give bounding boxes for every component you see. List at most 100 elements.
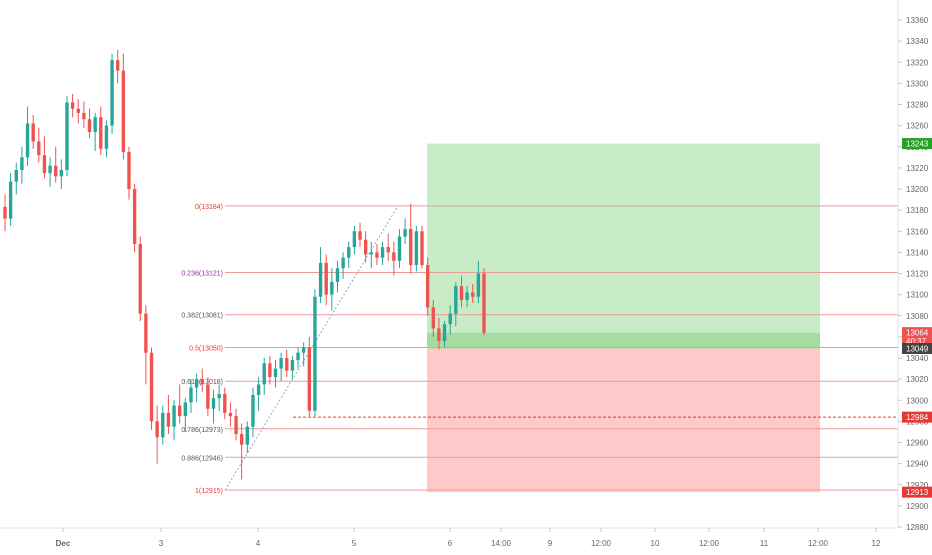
candle-bearish[interactable] — [268, 355, 272, 385]
candle-bearish[interactable] — [324, 254, 328, 306]
stop-zone[interactable] — [427, 348, 820, 493]
candle-bullish[interactable] — [256, 377, 261, 411]
candle-bullish[interactable] — [14, 162, 18, 195]
candle-bearish[interactable] — [392, 241, 396, 276]
candle-bullish[interactable] — [183, 398, 188, 432]
candle-bullish[interactable] — [48, 157, 52, 187]
candle-bearish[interactable] — [138, 236, 142, 322]
candle-bearish[interactable] — [228, 402, 233, 427]
candle-bearish[interactable] — [431, 299, 435, 337]
candle-bearish[interactable] — [149, 347, 154, 430]
candle-bullish[interactable] — [104, 120, 109, 158]
candle-bullish[interactable] — [262, 358, 266, 395]
candle-bearish[interactable] — [358, 222, 362, 248]
candle-bearish[interactable] — [239, 423, 244, 480]
candle-bullish[interactable] — [93, 112, 97, 151]
candle-bullish[interactable] — [313, 289, 317, 417]
candle-bearish[interactable] — [206, 377, 210, 417]
candle-bullish[interactable] — [8, 173, 13, 226]
candle-body — [31, 123, 35, 142]
candle-bullish[interactable] — [347, 241, 351, 269]
candle-bearish[interactable] — [223, 387, 227, 420]
candle-bullish[interactable] — [65, 96, 69, 177]
price-tick-label: 13140 — [906, 248, 929, 257]
candle-bullish[interactable] — [414, 225, 419, 272]
candle-bullish[interactable] — [245, 421, 250, 454]
candle-bullish[interactable] — [296, 347, 300, 369]
candle-bullish[interactable] — [397, 229, 402, 269]
candle-bullish[interactable] — [211, 389, 216, 424]
candle-bullish[interactable] — [454, 281, 458, 327]
candle-bullish[interactable] — [330, 268, 334, 311]
candle-bearish[interactable] — [54, 146, 58, 183]
candle-bullish[interactable] — [110, 53, 114, 135]
price-badge-target — [902, 138, 932, 150]
candle-body — [82, 112, 86, 120]
candle-bearish[interactable] — [178, 384, 182, 424]
candle-bearish[interactable] — [76, 99, 80, 124]
candle-bearish[interactable] — [307, 336, 311, 417]
candle-bullish[interactable] — [217, 384, 221, 411]
candle-bullish[interactable] — [448, 305, 452, 335]
candle-bullish[interactable] — [189, 379, 193, 413]
candle-bearish[interactable] — [234, 408, 238, 441]
candle-bearish[interactable] — [132, 183, 137, 253]
candle-bullish[interactable] — [476, 260, 481, 304]
candle-bearish[interactable] — [425, 257, 430, 316]
candle-bearish[interactable] — [82, 101, 86, 128]
candle-bearish[interactable] — [471, 284, 475, 304]
candle-bullish[interactable] — [380, 241, 385, 266]
price-tick-label: 12900 — [906, 502, 929, 511]
candle-bullish[interactable] — [273, 360, 278, 388]
candle-bullish[interactable] — [20, 146, 24, 184]
candle-bullish[interactable] — [465, 286, 469, 308]
candle-bullish[interactable] — [161, 405, 165, 445]
candle-bearish[interactable] — [482, 268, 486, 335]
candle-bullish[interactable] — [172, 400, 176, 441]
candle-bullish[interactable] — [318, 247, 323, 304]
candle-bullish[interactable] — [279, 352, 283, 382]
candle-bearish[interactable] — [87, 108, 92, 139]
candle-bullish[interactable] — [442, 321, 447, 348]
candle-bearish[interactable] — [285, 349, 289, 378]
candle-bearish[interactable] — [121, 53, 126, 160]
candle-body — [217, 393, 221, 399]
candle-bearish[interactable] — [375, 243, 379, 266]
candle-bearish[interactable] — [409, 203, 413, 274]
candle-bullish[interactable] — [352, 225, 357, 255]
candle-bearish[interactable] — [459, 275, 464, 308]
candle-bearish[interactable] — [363, 231, 368, 263]
candle-bearish[interactable] — [155, 405, 159, 464]
candle-bullish[interactable] — [59, 159, 64, 189]
candle-bearish[interactable] — [70, 93, 75, 118]
candle-bullish[interactable] — [341, 252, 345, 279]
price-tick-label: 12960 — [906, 439, 929, 448]
candle-bullish[interactable] — [251, 387, 255, 438]
fib-level-label: 0.786(12973) — [181, 427, 223, 434]
candle-bullish[interactable] — [25, 106, 30, 166]
candle-bullish[interactable] — [369, 241, 373, 269]
candle-bearish[interactable] — [99, 106, 103, 156]
candle-bearish[interactable] — [127, 146, 131, 200]
candle-bullish[interactable] — [290, 355, 295, 380]
candle-bearish[interactable] — [116, 49, 120, 84]
candle-body — [296, 352, 300, 361]
candle-bearish[interactable] — [31, 115, 35, 149]
candle-bullish[interactable] — [301, 342, 306, 367]
candle-bearish[interactable] — [42, 136, 47, 179]
candle-bearish[interactable] — [144, 305, 148, 385]
candle-bullish[interactable] — [335, 260, 340, 293]
candle-bearish[interactable] — [420, 225, 424, 269]
target-zone[interactable] — [427, 143, 820, 333]
candle-bearish[interactable] — [166, 394, 171, 435]
candle-bearish[interactable] — [37, 127, 41, 163]
candle-bullish[interactable] — [194, 373, 199, 403]
candle-bearish[interactable] — [200, 368, 204, 392]
candle-bullish[interactable] — [403, 218, 407, 244]
candle-bearish[interactable] — [386, 233, 390, 261]
candle-bearish[interactable] — [3, 194, 7, 232]
fib-trend-line[interactable] — [224, 205, 399, 491]
candle-bearish[interactable] — [437, 317, 441, 350]
